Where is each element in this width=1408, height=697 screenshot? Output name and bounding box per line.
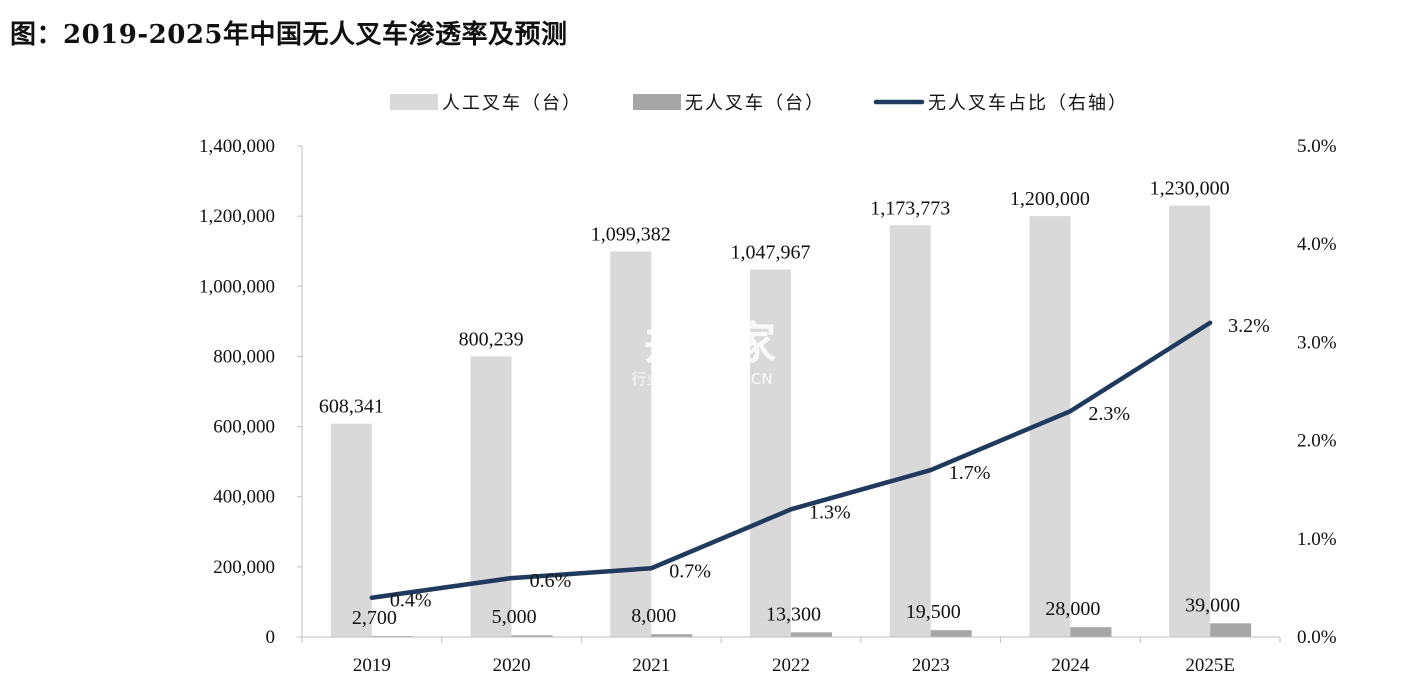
left-tick-label: 400,000 <box>213 487 275 508</box>
legend: 人工叉车（台） 无人叉车（台） 无人叉车占比（右轴） <box>390 93 1128 114</box>
bar-manual-label: 1,173,773 <box>870 197 950 219</box>
bar-manual-label: 1,047,967 <box>731 241 811 263</box>
ratio-line-label: 0.7% <box>669 560 711 582</box>
x-tick-label: 2021 <box>632 655 670 676</box>
bar-unmanned-label: 28,000 <box>1045 598 1100 620</box>
bar-unmanned-forklift <box>651 634 693 637</box>
bar-manual-label: 608,341 <box>319 396 384 418</box>
right-tick-label: 4.0% <box>1297 234 1337 255</box>
bar-manual-forklift <box>470 356 512 637</box>
right-tick-label: 1.0% <box>1297 529 1337 550</box>
x-tick-label: 2022 <box>772 655 810 676</box>
left-axis: 0 200,000 400,000 600,000 800,000 1,000,000 1,… <box>199 136 303 648</box>
legend-swatch <box>390 94 438 110</box>
legend-label: 无人叉车占比（右轴） <box>928 93 1128 114</box>
right-tick-label: 2.0% <box>1297 431 1337 452</box>
legend-swatch <box>633 94 681 110</box>
x-tick-label: 2023 <box>912 655 950 676</box>
watermark: 并购家 行业报告 IPOIPO.CN <box>631 318 776 388</box>
right-tick-label: 0.0% <box>1297 627 1337 648</box>
bar-unmanned-label: 19,500 <box>906 601 961 623</box>
bar-unmanned-forklift <box>511 635 553 637</box>
bar-unmanned-forklift <box>1210 623 1252 637</box>
ratio-line-label: 1.3% <box>809 501 851 523</box>
bar-unmanned-label: 5,000 <box>492 606 537 628</box>
left-tick-label: 600,000 <box>213 417 275 438</box>
ratio-line: 0.4% 0.6% 0.7% 1.3% 1.7% 2.3% 3.2% <box>369 315 1270 612</box>
ratio-line-path <box>369 320 1213 600</box>
bar-manual-label: 1,099,382 <box>591 223 671 245</box>
left-tick-label: 0 <box>266 627 276 648</box>
left-tick-label: 1,400,000 <box>199 136 275 157</box>
legend-label: 无人叉车（台） <box>685 93 825 114</box>
x-tick-label: 2019 <box>353 655 391 676</box>
x-tick-label: 2024 <box>1051 655 1090 676</box>
bar-manual-forklift <box>1169 205 1211 637</box>
ratio-line-label: 0.6% <box>530 570 572 592</box>
right-axis: 0.0% 1.0% 2.0% 3.0% 4.0% 5.0% <box>1297 136 1337 648</box>
x-tick-label: 2020 <box>493 655 531 676</box>
right-tick-label: 5.0% <box>1297 136 1337 157</box>
bar-unmanned-label: 13,300 <box>766 603 821 625</box>
right-tick-label: 3.0% <box>1297 332 1337 353</box>
ratio-line-label: 1.7% <box>949 462 991 484</box>
bar-manual-forklift <box>750 269 791 637</box>
left-tick-label: 200,000 <box>213 557 275 578</box>
watermark-tagline: 行业报告 IPOIPO.CN <box>631 370 772 388</box>
legend-label: 人工叉车（台） <box>442 93 582 114</box>
left-tick-label: 800,000 <box>213 346 275 367</box>
bar-unmanned-forklift <box>1070 627 1112 637</box>
bar-manual-forklift <box>330 423 372 637</box>
ratio-line-label: 0.4% <box>390 590 432 612</box>
bar-manual-label: 1,200,000 <box>1010 188 1090 210</box>
ratio-line-label: 3.2% <box>1228 315 1270 337</box>
bar-manual-forklift <box>610 251 652 637</box>
bar-unmanned-label: 2,700 <box>352 607 397 629</box>
bar-unmanned-forklift <box>791 632 832 637</box>
bar-manual-forklift <box>889 225 931 637</box>
bar-unmanned-forklift <box>930 630 972 637</box>
x-axis: 2019 2020 2021 2022 2023 2024 2025E <box>301 636 1281 676</box>
left-tick-label: 1,000,000 <box>199 276 275 297</box>
bar-manual-label: 1,230,000 <box>1150 178 1230 200</box>
bar-manual-label: 800,239 <box>459 328 524 350</box>
watermark-brand: 并购家 <box>644 318 776 369</box>
x-tick-label: 2025E <box>1185 655 1235 676</box>
chart-title: 图：2019-2025年中国无人叉车渗透率及预测 <box>10 20 568 50</box>
bar-unmanned-label: 39,000 <box>1185 594 1240 616</box>
left-tick-label: 1,200,000 <box>199 206 275 227</box>
ratio-line-label: 2.3% <box>1088 403 1130 425</box>
bar-unmanned-label: 8,000 <box>631 605 676 627</box>
